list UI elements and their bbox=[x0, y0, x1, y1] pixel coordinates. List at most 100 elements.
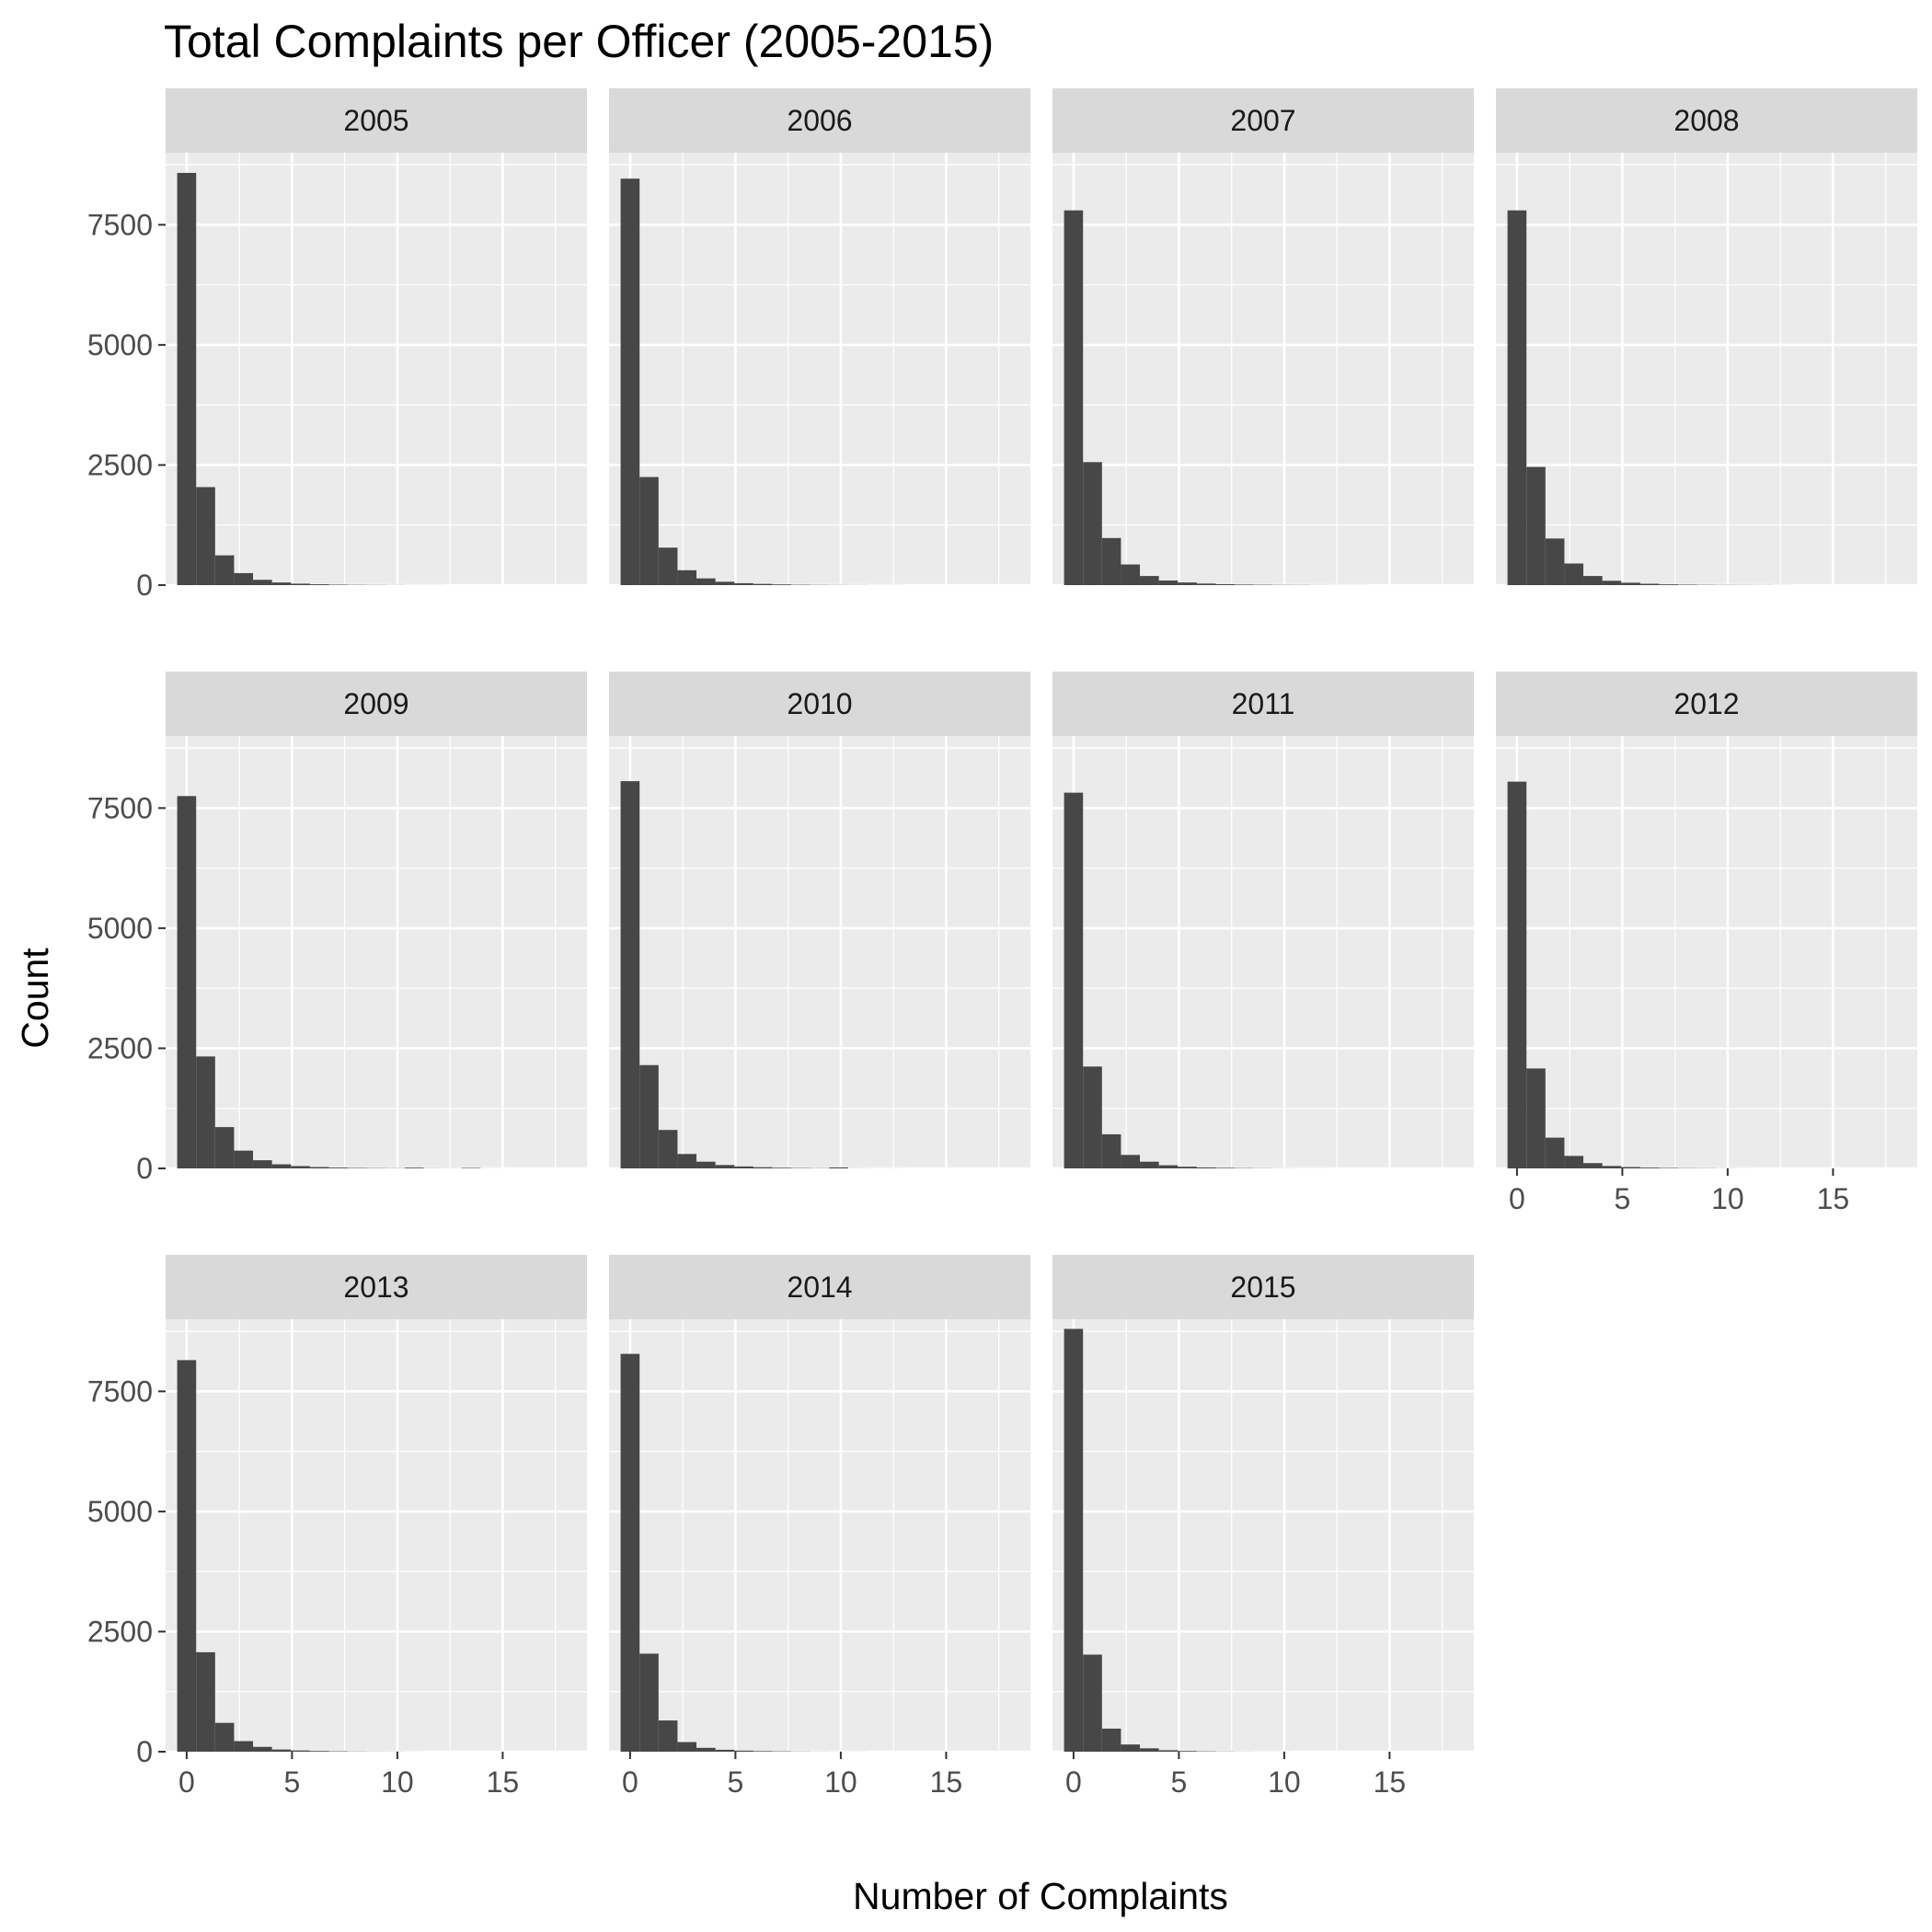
histogram-bar bbox=[196, 487, 215, 585]
histogram-bar bbox=[753, 583, 773, 585]
facet-panel-background bbox=[1496, 736, 1917, 1168]
x-tick-label: 10 bbox=[1711, 1182, 1744, 1215]
facet-panel-background bbox=[1052, 736, 1474, 1168]
histogram-bar bbox=[1621, 1167, 1640, 1168]
facet-strip bbox=[166, 1255, 587, 1319]
facet-strip bbox=[1052, 88, 1474, 153]
histogram-bar bbox=[214, 1127, 235, 1168]
facet-2010: 2010 bbox=[609, 672, 1030, 1170]
histogram-bar bbox=[639, 1064, 659, 1168]
facet-strip bbox=[609, 1255, 1030, 1319]
histogram-bar bbox=[1526, 466, 1546, 585]
histogram-bar bbox=[1545, 1137, 1565, 1168]
histogram-bar bbox=[291, 583, 310, 585]
x-tick-label: 0 bbox=[622, 1765, 638, 1799]
histogram-bar bbox=[1083, 462, 1102, 585]
histogram-bar bbox=[1178, 582, 1197, 585]
x-tick-label: 10 bbox=[824, 1765, 857, 1799]
facet-2009: 2009 0 2500 5000 7500 bbox=[87, 672, 587, 1185]
histogram-bar bbox=[1101, 537, 1121, 585]
histogram-bar bbox=[639, 1653, 659, 1752]
facet-panel-background bbox=[1052, 1319, 1474, 1752]
facet-2014: 2014 0 5 10 15 bbox=[609, 1255, 1030, 1799]
facet-2005: 2005 0 2500 5000 7500 bbox=[87, 88, 587, 602]
facet-panel-background bbox=[1052, 153, 1474, 585]
x-tick-label: 15 bbox=[930, 1765, 963, 1799]
facet-panel-background bbox=[1496, 153, 1917, 585]
y-tick-label: 0 bbox=[136, 569, 153, 602]
facet-strip-label: 2006 bbox=[787, 104, 852, 137]
facet-strip-label: 2009 bbox=[343, 687, 408, 720]
facet-strip-label: 2015 bbox=[1230, 1271, 1295, 1304]
histogram-bar bbox=[1564, 1156, 1584, 1168]
facet-panel-background bbox=[609, 736, 1030, 1168]
x-tick-label: 10 bbox=[1268, 1765, 1301, 1799]
histogram-bar bbox=[1121, 1155, 1141, 1168]
histogram-bar bbox=[677, 569, 697, 585]
facet-2013: 2013 0 2500 5000 7500 0 5 10 15 bbox=[87, 1255, 587, 1799]
facet-2008: 2008 bbox=[1496, 88, 1917, 587]
histogram-bar bbox=[1659, 584, 1679, 585]
histogram-bar bbox=[177, 1360, 197, 1752]
histogram-bar bbox=[461, 1167, 481, 1168]
facet-panel-background bbox=[609, 1319, 1030, 1752]
histogram-bar bbox=[734, 1166, 753, 1168]
histogram-bar bbox=[253, 580, 272, 585]
facet-panel-background bbox=[609, 153, 1030, 585]
histogram-bar bbox=[196, 1056, 215, 1168]
histogram-bar bbox=[1583, 576, 1603, 585]
facet-strip-label: 2005 bbox=[343, 104, 408, 137]
histogram-bar bbox=[677, 1154, 697, 1168]
histogram-bar bbox=[291, 1166, 310, 1168]
x-tick-label: 5 bbox=[1615, 1182, 1631, 1215]
histogram-bar bbox=[1178, 1751, 1197, 1752]
histogram-bar bbox=[1639, 583, 1660, 585]
histogram-bar bbox=[620, 1353, 640, 1752]
histogram-bar bbox=[177, 172, 197, 585]
histogram-bar bbox=[328, 584, 349, 585]
histogram-bar bbox=[696, 1747, 716, 1752]
histogram-bar bbox=[1583, 1163, 1603, 1168]
histogram-bar bbox=[253, 1160, 272, 1168]
y-tick-label: 5000 bbox=[87, 328, 153, 362]
facet-2012: 2012 0 5 10 15 bbox=[1496, 672, 1917, 1215]
facet-strip-label: 2007 bbox=[1230, 104, 1295, 137]
histogram-bar bbox=[1215, 583, 1236, 585]
histogram-bar bbox=[1140, 1161, 1159, 1168]
y-tick-label: 2500 bbox=[87, 448, 153, 481]
facet-panel-background bbox=[166, 1319, 587, 1752]
histogram-bar bbox=[1507, 210, 1527, 585]
histogram-bar bbox=[196, 1651, 215, 1752]
y-axis-title: Count bbox=[14, 948, 56, 1049]
histogram-bar bbox=[715, 1165, 735, 1168]
y-tick-label: 7500 bbox=[87, 791, 153, 824]
histogram-bar bbox=[309, 584, 329, 585]
histogram-bar bbox=[1083, 1654, 1102, 1752]
histogram-bar bbox=[234, 572, 254, 585]
facet-strip bbox=[166, 88, 587, 153]
facet-2006: 2006 bbox=[609, 88, 1030, 587]
facet-strip-label: 2008 bbox=[1673, 104, 1739, 137]
facet-strip bbox=[609, 672, 1030, 736]
histogram-bar bbox=[1158, 581, 1179, 585]
histogram-bar bbox=[328, 1167, 349, 1168]
x-tick-label: 5 bbox=[1171, 1765, 1188, 1799]
histogram-bar bbox=[1215, 1167, 1236, 1168]
histogram-bar bbox=[404, 1167, 424, 1168]
histogram-bar bbox=[234, 1741, 254, 1752]
facet-strip bbox=[166, 672, 587, 736]
y-tick-label: 0 bbox=[136, 1735, 153, 1768]
x-tick-label: 15 bbox=[1374, 1765, 1407, 1799]
histogram-bar bbox=[1064, 210, 1084, 585]
histogram-bar bbox=[1064, 1328, 1084, 1752]
histogram-bar bbox=[1101, 1728, 1121, 1752]
histogram-bar bbox=[1178, 1167, 1197, 1168]
histogram-bar bbox=[177, 796, 197, 1168]
y-tick-label: 5000 bbox=[87, 912, 153, 945]
histogram-bar bbox=[1140, 1748, 1159, 1752]
facet-2015: 2015 0 5 10 15 bbox=[1052, 1255, 1474, 1799]
histogram-bar bbox=[1507, 781, 1527, 1168]
histogram-bar bbox=[1064, 792, 1084, 1168]
